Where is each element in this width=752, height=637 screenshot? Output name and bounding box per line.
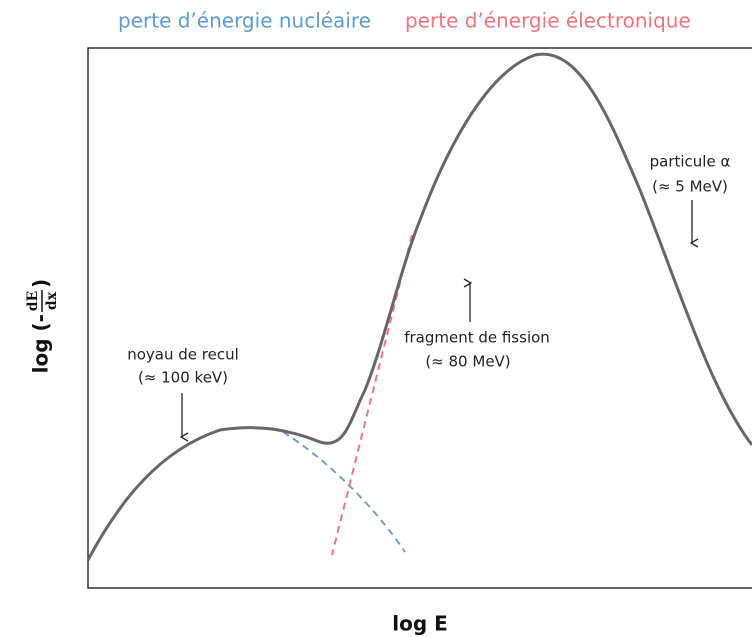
- y-axis-label: log (- dE dx ): [25, 279, 60, 373]
- annotation: (≈ 100 keV): [138, 369, 228, 387]
- annotation: (≈ 5 MeV): [652, 178, 728, 196]
- y-label-suffix: ): [29, 279, 53, 288]
- nuclear-curve: [282, 431, 406, 553]
- total-curve: [86, 52, 752, 561]
- legend-nuclear: perte d’énergie nucléaire: [118, 9, 371, 33]
- frame: [87, 47, 752, 589]
- annotation: (≈ 80 MeV): [425, 353, 510, 371]
- annotation: noyau de recul: [127, 346, 239, 364]
- y-label-prefix: log (-: [29, 314, 53, 373]
- legend-electronic: perte d’énergie électronique: [405, 9, 691, 33]
- annotation: fragment de fission: [404, 329, 550, 347]
- annotation: particule α: [650, 153, 731, 171]
- y-label-numerator: dE: [25, 291, 41, 311]
- y-label-denominator: dx: [44, 291, 60, 310]
- x-axis-label: log E: [392, 612, 448, 636]
